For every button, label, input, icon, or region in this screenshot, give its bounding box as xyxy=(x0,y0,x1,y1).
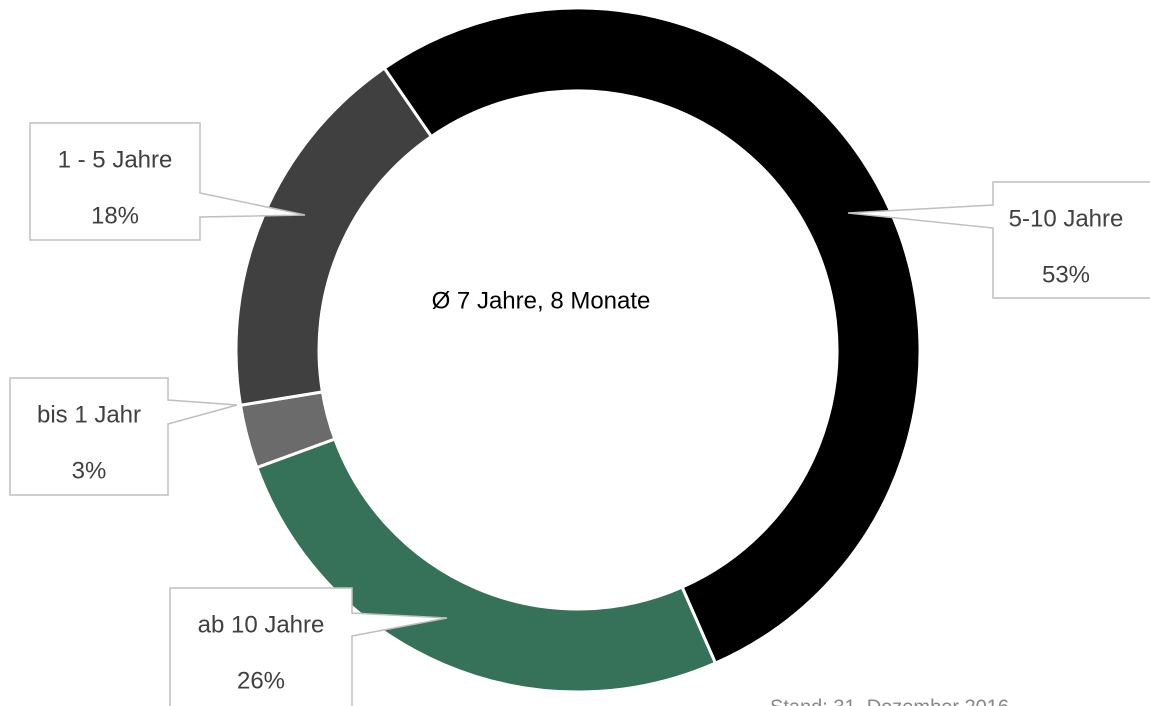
footnote: Stand: 31. Dezember 2016 xyxy=(770,696,1009,706)
callout-box xyxy=(169,587,448,706)
slice-value: 18% xyxy=(91,202,139,229)
center-label: Ø 7 Jahre, 8 Monate xyxy=(432,287,651,314)
slice-name: 1 - 5 Jahre xyxy=(58,146,173,173)
callout-box xyxy=(9,377,238,496)
slice xyxy=(234,66,434,407)
slice xyxy=(254,437,718,694)
slice-name: ab 10 Jahre xyxy=(198,611,325,638)
callouts: 5-10 Jahre 53% ab 10 Jahre 26% bis 1 Jahr 3% 1… xyxy=(9,122,1150,706)
slice-name: bis 1 Jahr xyxy=(37,401,141,428)
slice-value: 26% xyxy=(237,667,285,694)
slice xyxy=(382,6,922,666)
callout-box xyxy=(847,181,1150,299)
callout-box xyxy=(29,122,306,241)
slice-name: 5-10 Jahre xyxy=(1009,205,1124,232)
slice-value: 3% xyxy=(72,457,107,484)
slice-value: 53% xyxy=(1042,261,1090,288)
slices xyxy=(234,6,922,694)
